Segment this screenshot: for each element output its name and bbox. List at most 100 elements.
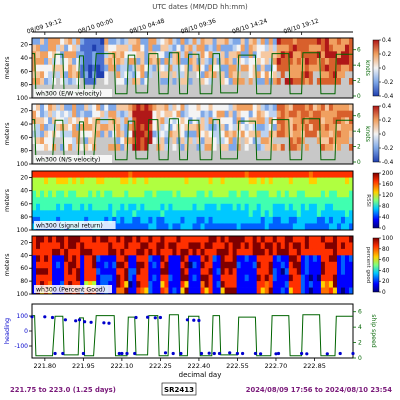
heatmap-cell bbox=[96, 117, 101, 125]
heatmap-cell bbox=[104, 216, 109, 224]
heatmap-cell bbox=[192, 281, 197, 288]
heatmap-cell bbox=[152, 110, 157, 118]
heatmap-cell bbox=[72, 104, 77, 112]
heatmap-cell bbox=[288, 58, 294, 66]
heatmap-cell bbox=[272, 78, 278, 86]
heatmap-cell bbox=[336, 223, 342, 231]
heatmap-cell bbox=[312, 261, 318, 269]
heatmap-cell bbox=[304, 190, 310, 198]
heatmap-cell bbox=[152, 137, 157, 145]
heatmap-cell bbox=[316, 91, 322, 99]
heatmap-cell bbox=[304, 236, 310, 243]
heatmap-cell bbox=[308, 117, 314, 125]
heatmap-cell bbox=[144, 242, 149, 250]
heatmap-cell bbox=[84, 171, 89, 178]
heatmap-cell bbox=[120, 171, 125, 178]
y-axis-label: meters bbox=[3, 122, 11, 146]
y-tick-label: 80 bbox=[20, 278, 28, 285]
heatmap-cell bbox=[348, 242, 354, 250]
heatmap-cell bbox=[132, 78, 137, 86]
panel-frame bbox=[31, 37, 354, 99]
heatmap-cell bbox=[140, 210, 145, 218]
heatmap-cell bbox=[308, 137, 314, 145]
heatmap-cell bbox=[140, 236, 145, 243]
heatmap-cell bbox=[272, 104, 278, 112]
heatmap-cell bbox=[120, 203, 125, 211]
heatmap-cell bbox=[80, 38, 85, 46]
heatmap-cell bbox=[252, 171, 258, 178]
heatmap-cell bbox=[240, 137, 246, 145]
heatmap-cell bbox=[332, 268, 338, 276]
heatmap-cell bbox=[32, 150, 37, 158]
heatmap-cell bbox=[304, 184, 310, 192]
heatmap-cell bbox=[132, 137, 137, 145]
heatmap-cell bbox=[188, 210, 193, 218]
heatmap-cell bbox=[56, 137, 61, 145]
heatmap-cell bbox=[220, 255, 225, 263]
heatmap-cell bbox=[252, 248, 258, 256]
heatmap-cell bbox=[236, 248, 242, 256]
heatmap-cell bbox=[316, 144, 322, 152]
heatmap-cell bbox=[340, 203, 346, 211]
heatmap-cell bbox=[220, 110, 225, 118]
heatmap-cell bbox=[72, 210, 77, 218]
heatmap-cell bbox=[84, 236, 89, 243]
heatmap-cell bbox=[72, 203, 77, 211]
heatmap-cell bbox=[300, 242, 306, 250]
heatmap-cell bbox=[320, 255, 326, 263]
heatmap-cell bbox=[120, 44, 125, 52]
heatmap-cell bbox=[320, 144, 326, 152]
heatmap-cell bbox=[224, 248, 230, 256]
heatmap-cell bbox=[296, 177, 302, 185]
heatmap-cell bbox=[88, 210, 93, 218]
heatmap-cell bbox=[240, 71, 246, 79]
heatmap-cell bbox=[320, 71, 326, 79]
heatmap-cell bbox=[248, 184, 254, 192]
heatmap-cell bbox=[76, 236, 81, 243]
heatmap-cell bbox=[60, 51, 65, 59]
heatmap-cell bbox=[248, 177, 254, 185]
heatmap-cell bbox=[296, 144, 302, 152]
heatmap-cell bbox=[248, 38, 254, 46]
heatmap-cell bbox=[44, 248, 49, 256]
heatmap-cell bbox=[292, 248, 298, 256]
heatmap-cell bbox=[100, 130, 105, 138]
heatmap-cell bbox=[304, 177, 310, 185]
heatmap-cell bbox=[124, 216, 129, 224]
heatmap-cell bbox=[152, 130, 157, 138]
heatmap-cell bbox=[232, 190, 238, 198]
heatmap-cell bbox=[304, 104, 310, 112]
heatmap-cell bbox=[348, 203, 354, 211]
heatmap-cell bbox=[268, 261, 274, 269]
heatmap-cell bbox=[148, 137, 153, 145]
heatmap-cell bbox=[132, 177, 137, 185]
heatmap-cell bbox=[172, 137, 177, 145]
heatmap-cell bbox=[308, 71, 314, 79]
heatmap-cell bbox=[244, 71, 250, 79]
heatmap-cell bbox=[212, 281, 217, 288]
heatmap-cell bbox=[92, 190, 97, 198]
heatmap-cell bbox=[256, 130, 262, 138]
heatmap-cell bbox=[292, 130, 298, 138]
heatmap-cell bbox=[184, 38, 189, 46]
heatmap-cell bbox=[64, 281, 69, 288]
y-tick-label: 100 bbox=[17, 95, 29, 102]
heatmap-cell bbox=[324, 157, 330, 165]
y-tick-label: 40 bbox=[20, 188, 28, 195]
heatmap-cell bbox=[284, 261, 290, 269]
heatmap-cell bbox=[332, 177, 338, 185]
heatmap-cell bbox=[268, 203, 274, 211]
heatmap-cell bbox=[268, 242, 274, 250]
heatmap-cell bbox=[280, 117, 286, 125]
heatmap-cell bbox=[272, 44, 278, 52]
heading-point bbox=[228, 351, 232, 355]
x-tick-label: 222.55 bbox=[226, 362, 249, 370]
heatmap-cell bbox=[264, 130, 270, 138]
heatmap-cell bbox=[48, 51, 53, 59]
heatmap-cell bbox=[112, 242, 117, 250]
y-tick-label: 80 bbox=[20, 82, 28, 89]
heatmap-cell bbox=[36, 281, 41, 288]
heatmap-cell bbox=[164, 117, 169, 125]
panel-label-box bbox=[34, 285, 112, 293]
heatmap-cell bbox=[184, 71, 189, 79]
